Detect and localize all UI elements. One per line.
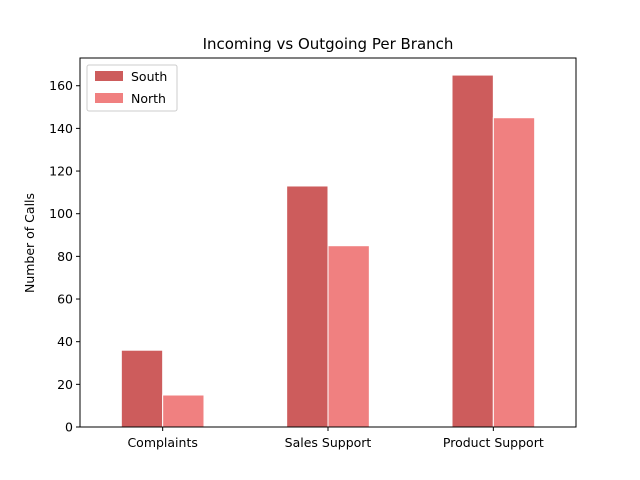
x-tick-label: Complaints: [127, 435, 197, 450]
y-axis-ticks: 0 20 40 60 80 100 120 140 160: [49, 78, 80, 435]
y-tick-label: 120: [49, 164, 73, 179]
x-axis-ticks: Complaints Sales Support Product Support: [127, 427, 544, 450]
y-tick-label: 60: [57, 292, 73, 307]
y-tick-label: 100: [49, 206, 73, 221]
legend-swatch-south: [95, 71, 123, 81]
x-tick-label: Sales Support: [285, 435, 372, 450]
plot-frame: [79, 57, 577, 428]
bar-north-2: [492, 117, 536, 428]
legend-label-north: North: [131, 91, 166, 106]
y-tick-label: 160: [49, 78, 73, 93]
y-tick-label: 20: [57, 377, 73, 392]
legend-swatch-north: [95, 93, 123, 103]
legend-label-south: South: [131, 69, 167, 84]
bar-north-0: [162, 394, 205, 428]
y-axis-label: Number of Calls: [22, 193, 37, 293]
bars-group: [120, 74, 536, 428]
y-tick-label: 80: [57, 249, 73, 264]
x-tick-label: Product Support: [443, 435, 544, 450]
y-tick-label: 140: [49, 121, 73, 136]
y-tick-label: 40: [57, 334, 73, 349]
bar-south-1: [286, 185, 329, 428]
bar-south-2: [451, 74, 494, 428]
bar-south-0: [120, 349, 164, 428]
legend: South North: [86, 64, 178, 112]
chart-title: Incoming vs Outgoing Per Branch: [203, 35, 454, 53]
y-tick-label: 0: [65, 420, 73, 435]
bar-north-1: [327, 245, 370, 428]
